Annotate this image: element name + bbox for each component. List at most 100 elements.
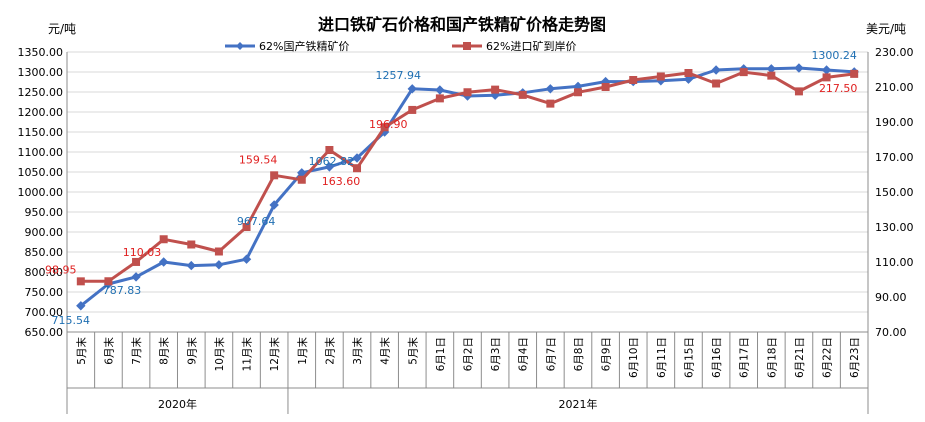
data-point-2 <box>850 69 859 78</box>
y-left-tick-label: 1200.00 <box>18 106 64 119</box>
data-point-2 <box>739 68 748 77</box>
x-tick-label: 6月17日 <box>739 337 751 378</box>
y-left-tick-label: 1100.00 <box>18 146 64 159</box>
x-tick-label: 3月末 <box>351 337 364 365</box>
data-point-1 <box>324 162 335 172</box>
data-label: 715.54 <box>52 314 91 327</box>
data-point-1 <box>435 85 445 95</box>
data-point-2 <box>242 223 251 231</box>
year-label: 2021年 <box>558 397 597 411</box>
y-right-tick-label: 90.00 <box>875 291 907 304</box>
data-point-1 <box>821 65 832 75</box>
x-tick-label: 6月18日 <box>766 337 778 378</box>
data-point-2 <box>767 71 776 80</box>
y-right-tick-label: 170.00 <box>875 151 914 164</box>
x-tick-label: 5月末 <box>75 337 88 365</box>
x-tick-label: 6月16日 <box>711 337 723 378</box>
y-right-tick-label: 190.00 <box>875 116 914 129</box>
y-left-unit: 元/吨 <box>48 22 76 36</box>
x-tick-label: 8月末 <box>158 337 171 365</box>
data-point-2 <box>159 235 168 244</box>
x-tick-label: 6月15日 <box>683 337 695 378</box>
x-tick-label: 6月22日 <box>822 337 834 378</box>
data-point-1 <box>76 301 86 311</box>
data-point-2 <box>822 73 831 82</box>
x-tick-label: 6月21日 <box>794 337 806 378</box>
y-left-tick-label: 850.00 <box>25 246 64 259</box>
y-left-tick-label: 1300.00 <box>18 66 64 79</box>
data-point-1 <box>683 74 694 84</box>
y-left-tick-label: 950.00 <box>25 206 64 219</box>
x-tick-label: 9月末 <box>185 337 198 365</box>
y-left-tick-label: 1050.00 <box>18 166 64 179</box>
y-left-tick-label: 900.00 <box>25 226 64 239</box>
data-label: 1257.94 <box>376 69 422 82</box>
data-point-1 <box>269 200 279 210</box>
chart-title: 进口铁矿石价格和国产铁精矿价格走势图 <box>318 15 606 34</box>
y-right-tick-label: 70.00 <box>875 326 907 339</box>
data-point-2 <box>684 69 693 77</box>
x-tick-label: 1月末 <box>296 337 309 365</box>
legend-label: 62%国产铁精矿价 <box>259 39 349 53</box>
x-tick-label: 6月10日 <box>628 337 640 378</box>
x-tick-label: 2月末 <box>323 337 336 365</box>
data-label: 1300.24 <box>811 49 857 62</box>
data-point-2 <box>794 87 803 96</box>
y-right-tick-label: 110.00 <box>875 256 914 269</box>
x-tick-label: 10月末 <box>213 337 226 372</box>
data-point-2 <box>353 164 362 173</box>
y-left-tick-label: 750.00 <box>25 286 64 299</box>
data-point-2 <box>656 72 665 81</box>
series-line-1 <box>79 66 855 307</box>
data-point-1 <box>131 272 141 282</box>
data-point-1 <box>711 65 721 75</box>
data-point-2 <box>214 247 223 256</box>
x-tick-label: 6月4日 <box>518 337 530 371</box>
legend-marker-1 <box>236 42 244 50</box>
y-left-tick-label: 1000.00 <box>18 186 64 199</box>
data-point-2 <box>104 277 113 286</box>
data-label: 98.95 <box>45 263 77 276</box>
x-tick-label: 6月23日 <box>849 337 861 378</box>
series-line-2 <box>80 70 855 283</box>
x-tick-label: 6月末 <box>102 337 115 365</box>
data-point-1 <box>545 84 556 94</box>
y-right-tick-label: 230.00 <box>875 46 914 59</box>
data-point-1 <box>186 260 197 271</box>
data-point-1 <box>158 257 169 267</box>
data-point-1 <box>352 153 362 163</box>
y-right-tick-label: 210.00 <box>875 81 914 94</box>
data-label: 159.54 <box>239 153 278 166</box>
y-left-tick-label: 650.00 <box>25 326 64 339</box>
data-point-1 <box>794 63 804 73</box>
x-tick-label: 6月2日 <box>463 337 475 371</box>
x-tick-label: 12月末 <box>268 337 281 372</box>
data-point-1 <box>407 84 417 94</box>
y-left-tick-label: 1350.00 <box>18 46 64 59</box>
data-point-1 <box>241 254 252 264</box>
data-point-2 <box>573 88 582 97</box>
data-point-2 <box>546 99 555 108</box>
data-point-2 <box>325 146 334 154</box>
data-point-2 <box>187 240 196 249</box>
x-tick-label: 4月末 <box>379 337 392 365</box>
x-tick-label: 11月末 <box>241 337 254 372</box>
x-tick-label: 6月8日 <box>573 337 585 371</box>
data-label: 1062.82 <box>309 155 355 168</box>
y-right-tick-label: 130.00 <box>875 221 914 234</box>
data-point-2 <box>380 123 389 132</box>
x-tick-label: 6月7日 <box>545 337 557 371</box>
legend-label: 62%进口矿到岸价 <box>486 40 576 53</box>
data-point-2 <box>408 105 417 114</box>
x-tick-label: 6月9日 <box>601 337 613 371</box>
data-point-2 <box>629 76 638 84</box>
y-left-tick-label: 700.00 <box>25 306 64 319</box>
y-right-tick-label: 150.00 <box>875 186 914 199</box>
data-point-2 <box>435 94 444 103</box>
data-point-2 <box>297 175 306 184</box>
y-right-unit: 美元/吨 <box>866 22 906 36</box>
data-point-1 <box>214 260 224 270</box>
data-label: 787.83 <box>103 284 142 297</box>
y-left-tick-label: 1250.00 <box>18 86 64 99</box>
